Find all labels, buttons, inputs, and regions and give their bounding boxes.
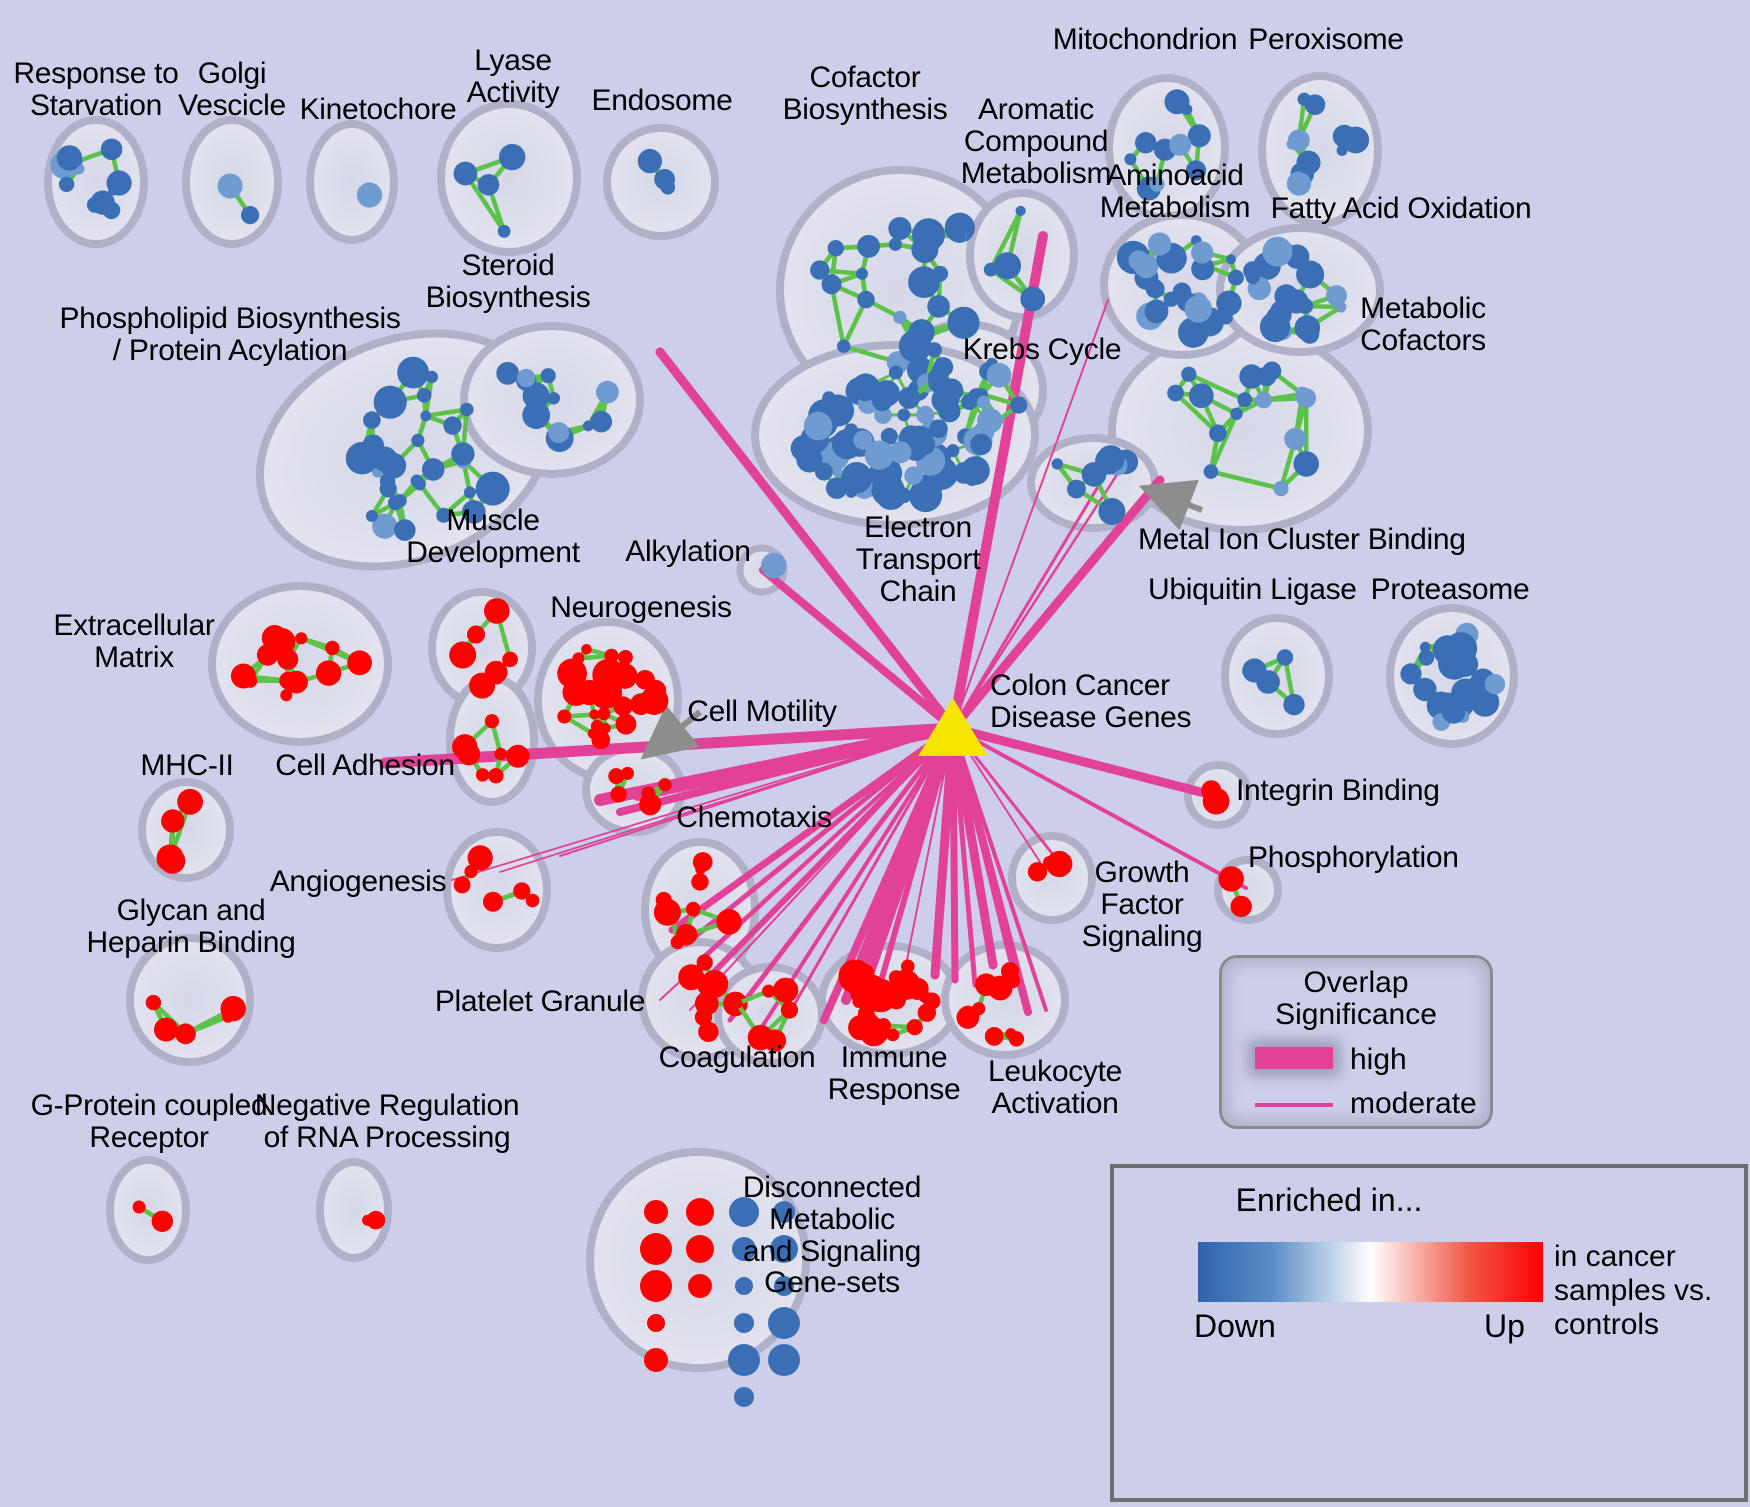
legend-overlap-significance: Overlap Significance high moderate xyxy=(1219,955,1493,1129)
cluster-nodes xyxy=(362,1210,386,1230)
cluster-nodes xyxy=(838,959,941,1047)
cluster-nodes xyxy=(453,143,526,238)
cluster-nodes xyxy=(50,138,132,220)
legend-enriched-title: Enriched in... xyxy=(1235,1182,1423,1218)
cluster-nodes xyxy=(1218,866,1252,918)
cluster-nodes xyxy=(1243,236,1347,344)
cluster-nodes xyxy=(453,845,540,912)
cluster-nodes xyxy=(1400,622,1506,731)
legend-high-swatch xyxy=(1255,1047,1333,1069)
legend-down-label: Down xyxy=(1194,1308,1276,1344)
color-gradient-bar xyxy=(1198,1242,1543,1302)
cluster-nodes xyxy=(983,205,1046,312)
cluster-nodes xyxy=(156,788,204,874)
cluster-nodes xyxy=(145,994,246,1045)
cluster-nodes xyxy=(653,852,742,950)
cluster-nodes xyxy=(449,598,518,699)
cluster-nodes xyxy=(1286,92,1370,196)
cluster-nodes xyxy=(1167,361,1319,497)
cluster-nodes xyxy=(1201,780,1230,815)
legend-enriched-in: Enriched in... Down Up in cancer samples… xyxy=(1110,1164,1748,1502)
cluster-nodes xyxy=(1027,850,1073,882)
significance-edges xyxy=(379,231,1248,1032)
cluster-nodes xyxy=(1242,649,1305,716)
cluster-nodes xyxy=(356,182,383,208)
cluster-nodes xyxy=(1051,445,1139,525)
hub-node-colon-cancer-disease-genes[interactable] xyxy=(918,698,988,756)
cluster-nodes xyxy=(810,212,980,384)
cluster-nodes xyxy=(1124,89,1211,201)
legend-moderate-swatch xyxy=(1255,1103,1333,1107)
cluster-nodes xyxy=(132,1200,173,1233)
legend-enriched-note: in cancer samples vs. controls xyxy=(1554,1240,1713,1342)
cluster-nodes xyxy=(608,766,672,816)
legend-moderate-label: moderate xyxy=(1350,1087,1477,1120)
cluster-nodes xyxy=(230,625,372,702)
cluster-nodes xyxy=(557,644,669,750)
cluster-nodes xyxy=(732,977,799,1052)
cluster-nodes xyxy=(1116,232,1244,348)
cluster-nodes xyxy=(790,365,1003,513)
legend-high-label: high xyxy=(1350,1043,1407,1076)
cluster-nodes xyxy=(956,962,1025,1047)
cluster-nodes xyxy=(761,552,787,579)
cluster-nodes xyxy=(345,356,510,541)
legend-up-label: Up xyxy=(1484,1308,1525,1344)
disconnected-nodes xyxy=(640,1197,800,1407)
legend-overlap-title: Overlap Significance xyxy=(1275,966,1437,1032)
cluster-nodes xyxy=(452,714,530,784)
cluster-nodes xyxy=(637,148,676,195)
annotation-arrows xyxy=(640,479,1204,760)
cluster-nodes xyxy=(496,361,619,453)
cluster-nodes xyxy=(217,173,260,225)
